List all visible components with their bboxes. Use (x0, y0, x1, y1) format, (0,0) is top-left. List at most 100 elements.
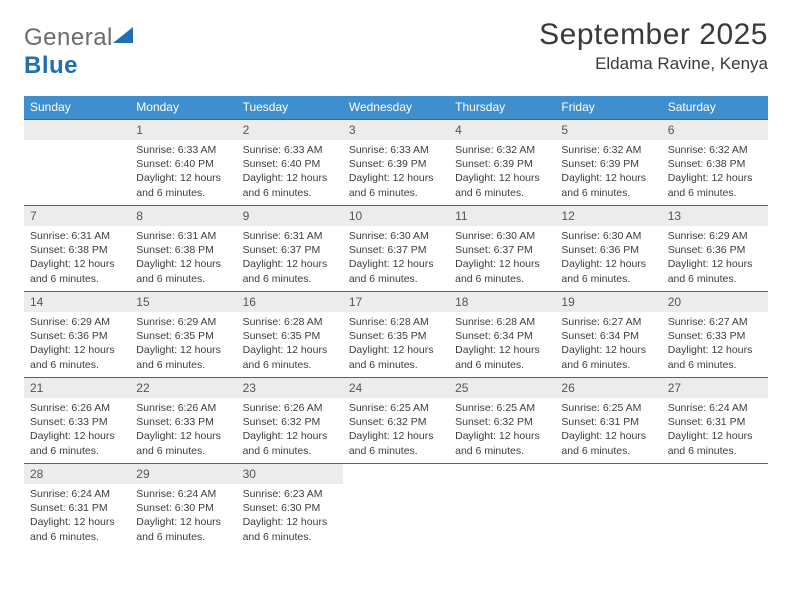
daylight-text: Daylight: 12 hours and 6 minutes. (136, 171, 230, 199)
calendar-day-cell: 17Sunrise: 6:28 AMSunset: 6:35 PMDayligh… (343, 292, 449, 378)
calendar-day-cell: 9Sunrise: 6:31 AMSunset: 6:37 PMDaylight… (237, 206, 343, 292)
day-body: Sunrise: 6:26 AMSunset: 6:33 PMDaylight:… (130, 398, 236, 462)
day-number: 26 (555, 378, 661, 398)
day-body: Sunrise: 6:32 AMSunset: 6:39 PMDaylight:… (555, 140, 661, 204)
calendar-day-cell: 11Sunrise: 6:30 AMSunset: 6:37 PMDayligh… (449, 206, 555, 292)
sunrise-text: Sunrise: 6:31 AM (243, 229, 337, 243)
sunrise-text: Sunrise: 6:28 AM (349, 315, 443, 329)
day-body: Sunrise: 6:27 AMSunset: 6:34 PMDaylight:… (555, 312, 661, 376)
calendar-day-cell: 27Sunrise: 6:24 AMSunset: 6:31 PMDayligh… (662, 378, 768, 464)
brand-word-2: Blue (24, 52, 78, 79)
calendar-day-cell: 16Sunrise: 6:28 AMSunset: 6:35 PMDayligh… (237, 292, 343, 378)
day-number: 18 (449, 292, 555, 312)
day-body: Sunrise: 6:31 AMSunset: 6:37 PMDaylight:… (237, 226, 343, 290)
calendar-day-cell: 7Sunrise: 6:31 AMSunset: 6:38 PMDaylight… (24, 206, 130, 292)
day-body: Sunrise: 6:26 AMSunset: 6:33 PMDaylight:… (24, 398, 130, 462)
sunrise-text: Sunrise: 6:30 AM (455, 229, 549, 243)
daylight-text: Daylight: 12 hours and 6 minutes. (455, 429, 549, 457)
day-number: 27 (662, 378, 768, 398)
sunset-text: Sunset: 6:37 PM (243, 243, 337, 257)
sunset-text: Sunset: 6:32 PM (243, 415, 337, 429)
sunrise-text: Sunrise: 6:33 AM (243, 143, 337, 157)
sunrise-text: Sunrise: 6:29 AM (668, 229, 762, 243)
day-number: 24 (343, 378, 449, 398)
daylight-text: Daylight: 12 hours and 6 minutes. (30, 343, 124, 371)
calendar-day-cell: 26Sunrise: 6:25 AMSunset: 6:31 PMDayligh… (555, 378, 661, 464)
sunset-text: Sunset: 6:32 PM (349, 415, 443, 429)
calendar-empty-cell (24, 120, 130, 206)
day-body: Sunrise: 6:30 AMSunset: 6:37 PMDaylight:… (449, 226, 555, 290)
day-body: Sunrise: 6:29 AMSunset: 6:35 PMDaylight:… (130, 312, 236, 376)
daylight-text: Daylight: 12 hours and 6 minutes. (30, 257, 124, 285)
sunrise-text: Sunrise: 6:30 AM (349, 229, 443, 243)
sunrise-text: Sunrise: 6:27 AM (668, 315, 762, 329)
sunrise-text: Sunrise: 6:27 AM (561, 315, 655, 329)
day-body: Sunrise: 6:29 AMSunset: 6:36 PMDaylight:… (662, 226, 768, 290)
sunrise-text: Sunrise: 6:29 AM (136, 315, 230, 329)
calendar-day-cell: 30Sunrise: 6:23 AMSunset: 6:30 PMDayligh… (237, 464, 343, 550)
calendar-week-row: 21Sunrise: 6:26 AMSunset: 6:33 PMDayligh… (24, 378, 768, 464)
daylight-text: Daylight: 12 hours and 6 minutes. (349, 171, 443, 199)
weekday-header: Thursday (449, 96, 555, 120)
calendar-empty-cell (555, 464, 661, 550)
day-number: 30 (237, 464, 343, 484)
sunrise-text: Sunrise: 6:28 AM (243, 315, 337, 329)
sunrise-text: Sunrise: 6:26 AM (136, 401, 230, 415)
month-title: September 2025 (539, 18, 768, 52)
sunset-text: Sunset: 6:33 PM (30, 415, 124, 429)
sunset-text: Sunset: 6:38 PM (136, 243, 230, 257)
sunset-text: Sunset: 6:35 PM (243, 329, 337, 343)
day-body: Sunrise: 6:31 AMSunset: 6:38 PMDaylight:… (24, 226, 130, 290)
day-body: Sunrise: 6:28 AMSunset: 6:35 PMDaylight:… (343, 312, 449, 376)
daylight-text: Daylight: 12 hours and 6 minutes. (561, 171, 655, 199)
day-number: 9 (237, 206, 343, 226)
sunrise-text: Sunrise: 6:33 AM (349, 143, 443, 157)
calendar-empty-cell (343, 464, 449, 550)
sunset-text: Sunset: 6:36 PM (30, 329, 124, 343)
calendar-table: SundayMondayTuesdayWednesdayThursdayFrid… (24, 96, 768, 550)
day-body: Sunrise: 6:31 AMSunset: 6:38 PMDaylight:… (130, 226, 236, 290)
day-body: Sunrise: 6:32 AMSunset: 6:38 PMDaylight:… (662, 140, 768, 204)
calendar-day-cell: 2Sunrise: 6:33 AMSunset: 6:40 PMDaylight… (237, 120, 343, 206)
sunset-text: Sunset: 6:31 PM (561, 415, 655, 429)
sunset-text: Sunset: 6:39 PM (561, 157, 655, 171)
daylight-text: Daylight: 12 hours and 6 minutes. (243, 171, 337, 199)
day-number: 21 (24, 378, 130, 398)
day-number: 19 (555, 292, 661, 312)
sunrise-text: Sunrise: 6:25 AM (561, 401, 655, 415)
sunset-text: Sunset: 6:31 PM (30, 501, 124, 515)
weekday-header: Monday (130, 96, 236, 120)
day-number: 4 (449, 120, 555, 140)
sunrise-text: Sunrise: 6:25 AM (349, 401, 443, 415)
calendar-day-cell: 15Sunrise: 6:29 AMSunset: 6:35 PMDayligh… (130, 292, 236, 378)
day-body: Sunrise: 6:25 AMSunset: 6:31 PMDaylight:… (555, 398, 661, 462)
sunrise-text: Sunrise: 6:26 AM (243, 401, 337, 415)
daylight-text: Daylight: 12 hours and 6 minutes. (561, 429, 655, 457)
daylight-text: Daylight: 12 hours and 6 minutes. (349, 343, 443, 371)
calendar-day-cell: 20Sunrise: 6:27 AMSunset: 6:33 PMDayligh… (662, 292, 768, 378)
calendar-day-cell: 21Sunrise: 6:26 AMSunset: 6:33 PMDayligh… (24, 378, 130, 464)
day-body: Sunrise: 6:28 AMSunset: 6:35 PMDaylight:… (237, 312, 343, 376)
day-body: Sunrise: 6:24 AMSunset: 6:31 PMDaylight:… (24, 484, 130, 548)
day-number: 15 (130, 292, 236, 312)
day-number: 14 (24, 292, 130, 312)
sunrise-text: Sunrise: 6:32 AM (455, 143, 549, 157)
sunset-text: Sunset: 6:36 PM (668, 243, 762, 257)
daylight-text: Daylight: 12 hours and 6 minutes. (668, 171, 762, 199)
sunrise-text: Sunrise: 6:31 AM (30, 229, 124, 243)
calendar-day-cell: 25Sunrise: 6:25 AMSunset: 6:32 PMDayligh… (449, 378, 555, 464)
day-body: Sunrise: 6:33 AMSunset: 6:39 PMDaylight:… (343, 140, 449, 204)
calendar-week-row: 28Sunrise: 6:24 AMSunset: 6:31 PMDayligh… (24, 464, 768, 550)
sunset-text: Sunset: 6:35 PM (349, 329, 443, 343)
day-body: Sunrise: 6:30 AMSunset: 6:36 PMDaylight:… (555, 226, 661, 290)
calendar-week-row: 1Sunrise: 6:33 AMSunset: 6:40 PMDaylight… (24, 120, 768, 206)
calendar-day-cell: 12Sunrise: 6:30 AMSunset: 6:36 PMDayligh… (555, 206, 661, 292)
day-number: 20 (662, 292, 768, 312)
calendar-day-cell: 13Sunrise: 6:29 AMSunset: 6:36 PMDayligh… (662, 206, 768, 292)
sunrise-text: Sunrise: 6:23 AM (243, 487, 337, 501)
calendar-week-row: 7Sunrise: 6:31 AMSunset: 6:38 PMDaylight… (24, 206, 768, 292)
calendar-day-cell: 23Sunrise: 6:26 AMSunset: 6:32 PMDayligh… (237, 378, 343, 464)
weekday-header: Sunday (24, 96, 130, 120)
sunrise-text: Sunrise: 6:24 AM (30, 487, 124, 501)
day-number: 25 (449, 378, 555, 398)
